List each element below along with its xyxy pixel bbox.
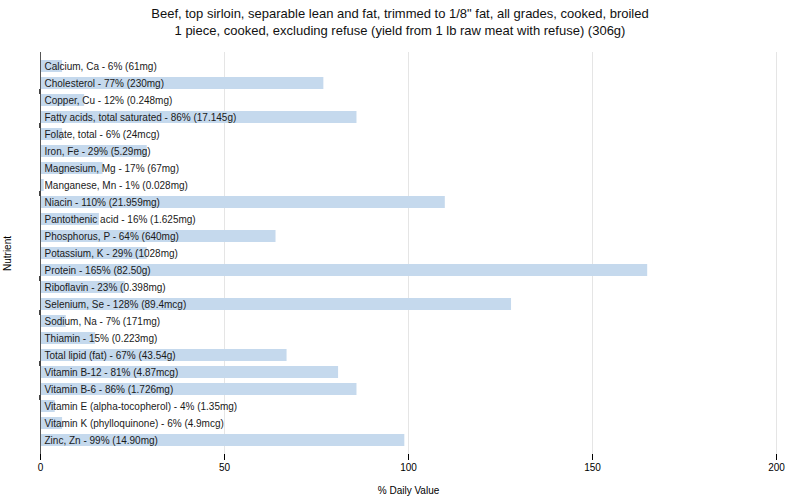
svg-text:Vitamin E (alpha-tocopherol) -: Vitamin E (alpha-tocopherol) - 4% (1.35m…	[45, 400, 238, 411]
svg-text:Vitamin B-6 - 86% (1.726mg): Vitamin B-6 - 86% (1.726mg)	[45, 383, 174, 394]
svg-text:50: 50	[219, 461, 231, 472]
svg-text:Niacin - 110% (21.959mg): Niacin - 110% (21.959mg)	[45, 196, 160, 207]
svg-text:Selenium, Se - 128% (89.4mcg): Selenium, Se - 128% (89.4mcg)	[45, 298, 187, 309]
svg-text:200: 200	[768, 461, 785, 472]
svg-text:Nutrient: Nutrient	[2, 236, 13, 271]
svg-text:Thiamin - 15% (0.223mg): Thiamin - 15% (0.223mg)	[45, 332, 158, 343]
svg-text:Cholesterol - 77% (230mg): Cholesterol - 77% (230mg)	[45, 77, 165, 88]
svg-text:Total lipid (fat) - 67% (43.54: Total lipid (fat) - 67% (43.54g)	[45, 349, 176, 360]
svg-text:Vitamin B-12 - 81% (4.87mcg): Vitamin B-12 - 81% (4.87mcg)	[45, 366, 179, 377]
svg-text:Fatty acids, total saturated -: Fatty acids, total saturated - 86% (17.1…	[45, 111, 237, 122]
svg-text:Pantothenic acid - 16% (1.625m: Pantothenic acid - 16% (1.625mg)	[45, 213, 196, 224]
svg-text:Sodium, Na - 7% (171mg): Sodium, Na - 7% (171mg)	[45, 315, 161, 326]
svg-text:Folate, total - 6% (24mcg): Folate, total - 6% (24mcg)	[45, 128, 160, 139]
svg-text:100: 100	[400, 461, 417, 472]
svg-text:Copper, Cu - 12% (0.248mg): Copper, Cu - 12% (0.248mg)	[45, 94, 173, 105]
svg-text:Phosphorus, P - 64% (640mg): Phosphorus, P - 64% (640mg)	[45, 230, 179, 241]
svg-text:Calcium, Ca - 6% (61mg): Calcium, Ca - 6% (61mg)	[45, 60, 157, 71]
svg-text:Riboflavin - 23% (0.398mg): Riboflavin - 23% (0.398mg)	[45, 281, 166, 292]
svg-text:Protein - 165% (82.50g): Protein - 165% (82.50g)	[45, 264, 151, 275]
svg-text:0: 0	[38, 461, 44, 472]
svg-text:Magnesium, Mg - 17% (67mg): Magnesium, Mg - 17% (67mg)	[45, 162, 180, 173]
svg-text:Vitamin K (phylloquinone) - 6%: Vitamin K (phylloquinone) - 6% (4.9mcg)	[45, 417, 224, 428]
svg-text:Potassium, K - 29% (1028mg): Potassium, K - 29% (1028mg)	[45, 247, 178, 258]
svg-text:Zinc, Zn - 99% (14.90mg): Zinc, Zn - 99% (14.90mg)	[45, 434, 158, 445]
svg-text:Manganese, Mn - 1% (0.028mg): Manganese, Mn - 1% (0.028mg)	[45, 179, 188, 190]
svg-text:Iron, Fe - 29% (5.29mg): Iron, Fe - 29% (5.29mg)	[45, 145, 151, 156]
svg-text:150: 150	[584, 461, 601, 472]
svg-text:% Daily Value: % Daily Value	[378, 484, 440, 495]
html-text:Beef, top sirloin, separable l: Beef, top sirloin, separable lean and fa…	[151, 6, 649, 38]
